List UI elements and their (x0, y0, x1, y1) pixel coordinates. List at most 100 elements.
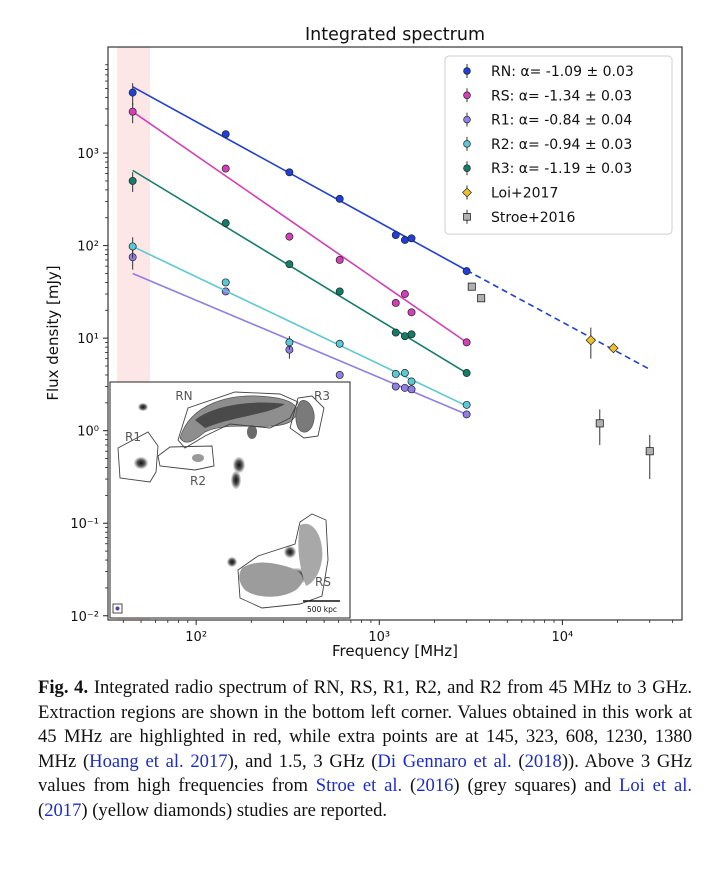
legend: RN: α= -1.09 ± 0.03 RS: α= -1.34 ± 0.03 R1… (444, 55, 673, 235)
fit-line (132, 86, 468, 272)
data-point (400, 369, 409, 377)
caption-ref-digennaro[interactable]: Di Gennaro et al. (377, 750, 512, 772)
data-point (608, 342, 619, 354)
data-point (221, 130, 230, 139)
data-point (477, 294, 486, 303)
data-point (400, 236, 409, 244)
inset-beam (115, 606, 120, 611)
caption-text-3: )). Above 3 GHz values from high frequen… (38, 750, 692, 797)
data-point (400, 290, 409, 298)
caption-text-5: ) (yellow diamonds) studies are reported… (81, 799, 388, 821)
data-point (407, 234, 416, 243)
series-2 (128, 247, 471, 419)
legend-label: R2: α= -0.94 ± 0.03 (491, 137, 632, 153)
inset-label-r2: R2 (190, 474, 206, 488)
data-point (462, 369, 471, 377)
legend-marker (463, 212, 471, 221)
data-point (285, 168, 294, 177)
series-6 (467, 282, 654, 480)
legend-marker (463, 164, 471, 172)
data-point (462, 400, 471, 409)
data-point (335, 194, 344, 203)
legend-frame (444, 55, 673, 235)
series-0 (128, 83, 651, 371)
data-point (285, 260, 294, 269)
data-point (335, 339, 344, 348)
caption-text-2: ), and 1.5, 3 GHz ( (227, 750, 378, 772)
data-point (407, 330, 416, 339)
fit-extension-line (466, 269, 651, 371)
caption-text-4b: ( (38, 799, 45, 821)
chart-title: Integrated spectrum (305, 25, 485, 45)
data-point (391, 370, 400, 378)
data-point (400, 383, 409, 392)
caption-ref-stroe-year[interactable]: 2016 (416, 775, 454, 797)
data-point (391, 231, 400, 240)
inset-scalebar-label: 500 kpc (307, 605, 337, 614)
y-tick-label: 10⁻¹ (70, 517, 99, 532)
inset-regions (117, 391, 329, 609)
data-point (462, 267, 471, 276)
legend-label: Loi+2017 (491, 186, 558, 202)
legend-label: RS: α= -1.34 ± 0.03 (491, 88, 632, 104)
data-point (285, 338, 294, 347)
x-axis-label: Frequency [MHz] (332, 642, 458, 660)
data-point (467, 282, 476, 291)
caption-fig-label: Fig. 4. (38, 677, 89, 698)
inset-label-r3: R3 (314, 389, 330, 403)
legend-label: R3: α= -1.19 ± 0.03 (491, 161, 632, 177)
data-point (335, 371, 344, 379)
y-tick-label: 10³ (77, 147, 99, 162)
data-point (400, 332, 409, 341)
caption-text-1: Integrated radio spectrum of RN, RS, R1,… (38, 677, 692, 772)
series-3 (128, 237, 471, 409)
data-point (221, 164, 230, 173)
legend-label: Stroe+2016 (491, 210, 575, 226)
data-point (128, 242, 137, 251)
data-point (462, 338, 471, 347)
axis-ticks: 10² 10³ 10⁴ 10⁻² 10⁻¹ 10⁰ 10¹ 10² 10³ (70, 64, 674, 645)
caption-text-4: ) (grey squares) and (453, 775, 620, 797)
y-tick-label: 10¹ (77, 332, 99, 347)
legend-marker (463, 140, 471, 148)
inset-map: RN R3 R1 R2 RS 500 kpc (109, 381, 351, 619)
plot-frame (107, 46, 683, 621)
data-point (128, 107, 137, 116)
x-tick-label: 10² (185, 630, 207, 645)
inset-label-rn: RN (175, 389, 192, 403)
caption-text-2b: ( (511, 750, 525, 772)
inset-label-r1: R1 (125, 430, 141, 444)
data-point (595, 419, 604, 428)
x-tick-label: 10⁴ (552, 630, 574, 645)
caption-ref-digennaro-year[interactable]: 2018 (524, 750, 562, 772)
data-point (335, 255, 344, 264)
y-axis-label: Flux density [mJy] (44, 265, 62, 400)
legend-label: RN: α= -1.09 ± 0.03 (491, 64, 634, 80)
caption-ref-stroe[interactable]: Stroe et al. (315, 775, 403, 797)
series-5 (585, 327, 619, 359)
legend-label: R1: α= -0.84 ± 0.04 (491, 113, 632, 129)
legend-marker (463, 115, 471, 124)
data-point (391, 328, 400, 337)
data-point (407, 385, 416, 394)
data-point (221, 219, 230, 228)
data-point (221, 278, 230, 287)
data-point (391, 299, 400, 307)
inset-emission (134, 395, 323, 597)
figure-caption: Fig. 4. Integrated radio spectrum of RN,… (38, 676, 692, 824)
legend-marker (462, 187, 472, 198)
series-1 (128, 102, 471, 347)
caption-ref-loi[interactable]: Loi et al. (619, 775, 693, 797)
data-point (585, 335, 597, 346)
caption-ref-loi-year[interactable]: 2017 (44, 799, 82, 821)
caption-text-3b: ( (402, 775, 417, 797)
caption-ref-hoang[interactable]: Hoang et al. 2017 (89, 750, 228, 772)
y-tick-label: 10⁰ (77, 425, 99, 440)
data-point (128, 88, 137, 97)
series-4 (128, 169, 471, 377)
spectrum-chart: 10² 10³ 10⁴ 10⁻² 10⁻¹ 10⁰ 10¹ 10² 10³ Integrated… (44, 25, 683, 660)
data-point (128, 176, 137, 185)
inset-label-rs: RS (315, 575, 331, 589)
data-point (407, 308, 416, 317)
data-point (645, 447, 654, 456)
